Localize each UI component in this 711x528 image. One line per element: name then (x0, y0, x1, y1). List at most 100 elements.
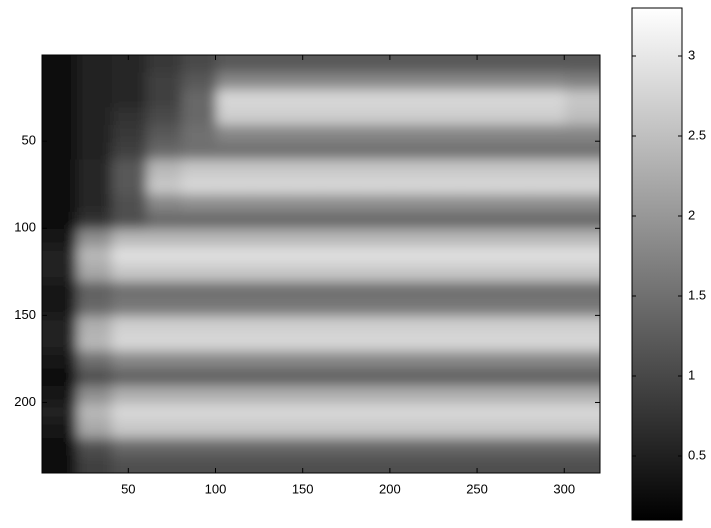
heat-cell (147, 421, 182, 439)
heat-cell (530, 369, 565, 387)
heat-cell (251, 212, 286, 230)
heat-cell (426, 438, 461, 456)
heat-cell (426, 90, 461, 108)
heat-cell (112, 160, 147, 178)
heat-cell (112, 369, 147, 387)
heat-cell (530, 90, 565, 108)
heat-cell (286, 90, 321, 108)
heat-cell (495, 438, 530, 456)
heat-cell (216, 229, 251, 247)
heat-cell (286, 229, 321, 247)
heat-cell (251, 438, 286, 456)
heat-cell (286, 264, 321, 282)
heat-cell (286, 351, 321, 369)
colorbar-tick-label: 2 (688, 207, 695, 222)
heat-cell (321, 177, 356, 195)
heat-cell (461, 438, 496, 456)
heat-cell (77, 334, 112, 352)
heat-cell (565, 369, 620, 387)
heat-cell (530, 125, 565, 143)
heat-cell (216, 351, 251, 369)
heat-cell (182, 194, 217, 212)
colorbar-tick-label: 1.5 (688, 287, 706, 302)
heat-cell (356, 160, 391, 178)
heat-cell (391, 264, 426, 282)
heat-cell (22, 264, 77, 282)
heat-cell (356, 90, 391, 108)
heat-cell (461, 281, 496, 299)
heat-cell (565, 177, 620, 195)
heat-cell (495, 160, 530, 178)
heat-cell (495, 369, 530, 387)
heat-cell (112, 316, 147, 334)
heat-cell (356, 142, 391, 160)
heat-cell (182, 403, 217, 421)
heat-cell (147, 316, 182, 334)
heat-cell (321, 351, 356, 369)
heat-cell (495, 403, 530, 421)
heat-cell (391, 160, 426, 178)
heat-cell (391, 351, 426, 369)
heat-cell (391, 316, 426, 334)
heat-cell (356, 281, 391, 299)
heat-cell (147, 72, 182, 90)
heat-cell (216, 35, 251, 73)
heat-cell (495, 107, 530, 125)
heat-cell (356, 386, 391, 404)
heat-cell (495, 351, 530, 369)
heat-cell (461, 421, 496, 439)
heat-cell (216, 160, 251, 178)
heat-cell (147, 247, 182, 265)
heat-cell (391, 438, 426, 456)
heat-cell (356, 72, 391, 90)
x-tick-label: 200 (379, 481, 401, 496)
heat-cell (147, 107, 182, 125)
heat-cell (391, 35, 426, 73)
heat-cell (426, 142, 461, 160)
heat-cell (286, 177, 321, 195)
heat-cell (182, 160, 217, 178)
colorbar-tick-label: 0.5 (688, 447, 706, 462)
heat-cell (182, 107, 217, 125)
heat-cell (286, 160, 321, 178)
colorbar (632, 8, 682, 520)
heat-cell (426, 194, 461, 212)
heat-cell (112, 421, 147, 439)
heat-cell (251, 281, 286, 299)
heat-cell (112, 194, 147, 212)
heat-cell (426, 247, 461, 265)
heat-cell (147, 35, 182, 73)
heat-cell (112, 90, 147, 108)
heat-cell (286, 299, 321, 317)
heat-cell (565, 281, 620, 299)
heat-cell (426, 281, 461, 299)
heat-cell (182, 316, 217, 334)
heat-cell (461, 125, 496, 143)
heat-cell (530, 264, 565, 282)
heat-cell (461, 160, 496, 178)
heat-cell (77, 403, 112, 421)
heat-cell (182, 299, 217, 317)
heat-cell (461, 403, 496, 421)
heat-cell (22, 107, 77, 125)
heat-cell (356, 316, 391, 334)
heat-cell (22, 334, 77, 352)
heat-cell (182, 125, 217, 143)
heat-cell (495, 142, 530, 160)
heat-cell (565, 212, 620, 230)
heat-cell (147, 90, 182, 108)
heat-cell (77, 386, 112, 404)
heat-cell (565, 386, 620, 404)
heat-cell (251, 334, 286, 352)
heat-cell (147, 386, 182, 404)
heat-cell (147, 438, 182, 456)
heat-cell (565, 125, 620, 143)
heat-cell (391, 403, 426, 421)
heat-cell (530, 35, 565, 73)
heat-cell (251, 142, 286, 160)
heat-cell (391, 229, 426, 247)
heat-cell (426, 264, 461, 282)
heat-cell (356, 438, 391, 456)
heat-cell (426, 421, 461, 439)
heat-cell (216, 72, 251, 90)
